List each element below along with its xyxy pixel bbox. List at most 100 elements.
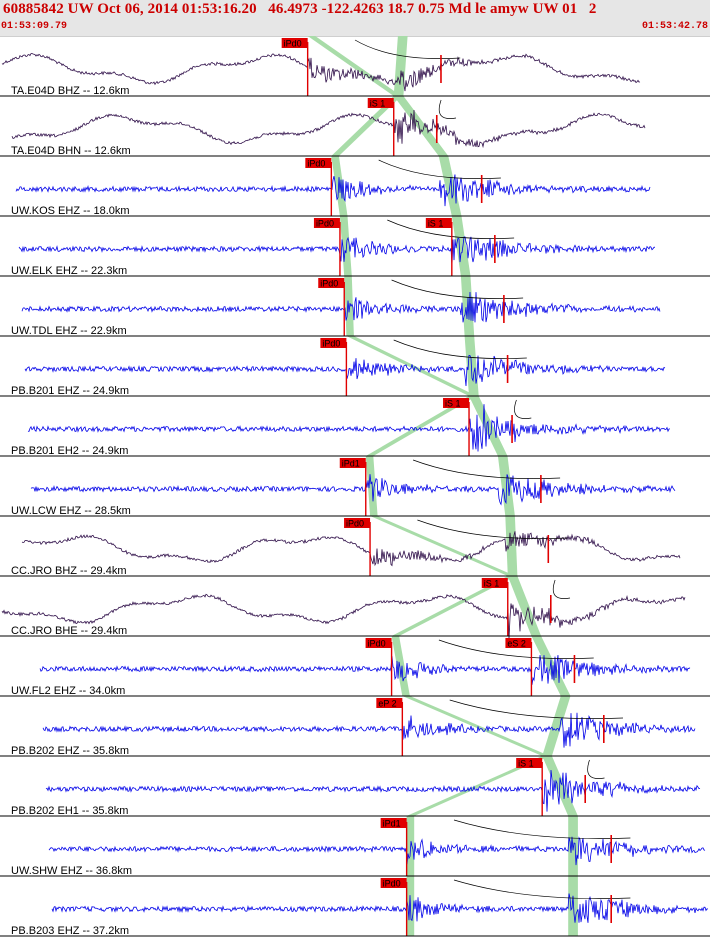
station-label: UW.TDL EHZ -- 22.9km [11,325,127,337]
pick-flag[interactable] [380,818,407,828]
travel-time-curve [552,579,571,599]
trace-row[interactable]: iPd0 CC.JRO BHZ -- 29.4km [0,518,710,577]
trace-row[interactable]: eP 2 PB.B202 EHZ -- 35.8km [0,698,710,757]
pick-flag[interactable] [339,458,366,468]
pick-flag[interactable] [313,218,340,228]
pick-flag[interactable] [505,638,532,648]
trace-row[interactable]: iPd0 eS 2 UW.FL2 EHZ -- 34.0km [0,638,710,697]
pick-label: iS 1 [445,399,461,409]
trace-row[interactable]: iS 1 PB.B201 EH2 -- 24.9km [0,398,710,457]
pick-flag[interactable] [367,98,394,108]
station-label: CC.JRO BHE -- 29.4km [11,625,127,637]
trace-row[interactable]: iS 1 CC.JRO BHE -- 29.4km [0,578,710,640]
station-label: UW.FL2 EHZ -- 34.0km [11,685,125,697]
travel-time-curve [393,339,527,359]
pick-label: iPd1 [383,819,401,829]
waveform [24,354,666,387]
trace-row[interactable]: iPd0 iS 1 UW.ELK EHZ -- 22.3km [0,218,710,277]
travel-time-curve [412,459,561,479]
station-label: UW.LCW EHZ -- 28.5km [11,505,131,517]
travel-time-curve [453,819,631,839]
travel-time-curve [514,399,532,419]
pick-label: iS 1 [428,219,444,229]
pick-label: iPd0 [316,219,334,229]
travel-time-curve [417,519,568,539]
pick-flag[interactable] [516,758,543,768]
pick-flag[interactable] [380,878,407,888]
station-label: TA.E04D BHZ -- 12.6km [11,85,129,97]
waveform [30,474,676,506]
station-label: PB.B203 EHZ -- 37.2km [11,925,129,937]
pick-flag[interactable] [320,338,347,348]
travel-time-curve [391,279,524,299]
travel-time-curve [587,759,605,779]
travel-time-curve [453,879,631,899]
waveform [48,836,706,866]
time-end: 01:53:42.78 [641,21,708,32]
trace-row[interactable]: iS 1 TA.E04D BHN -- 12.6km [0,98,710,157]
pick-label: iS 1 [518,759,534,769]
travel-time-curve [387,219,515,239]
waveform [45,769,701,812]
travel-time-curve [449,699,624,719]
travel-time-curve [438,639,594,659]
pick-flag[interactable] [481,578,508,588]
pick-label: iPd0 [284,39,302,49]
station-label: PB.B202 EH1 -- 35.8km [11,805,128,817]
pick-flag[interactable] [281,38,308,48]
trace-row[interactable]: iPd0 TA.E04D BHZ -- 12.6km [0,38,710,97]
station-label: UW.KOS EHZ -- 18.0km [11,205,130,217]
trace-row[interactable]: iPd1 UW.LCW EHZ -- 28.5km [0,458,710,517]
pick-flag[interactable] [305,158,332,168]
pick-flag[interactable] [425,218,452,228]
trace-row[interactable]: iPd0 UW.KOS EHZ -- 18.0km [0,158,710,217]
pick-label: iPd0 [368,639,386,649]
pick-label: iS 1 [484,579,500,589]
waveform [27,404,671,452]
pick-flag[interactable] [318,278,345,288]
travel-time-curve [378,159,501,179]
trace-row[interactable]: iS 1 PB.B202 EH1 -- 35.8km [0,758,710,817]
pick-flag[interactable] [376,698,403,708]
station-label: PB.B202 EHZ -- 35.8km [11,745,129,757]
travel-time-curve [438,99,457,119]
pick-label: iS 1 [370,99,386,109]
station-label: PB.B201 EHZ -- 24.9km [11,385,129,397]
waveform [39,655,691,685]
trace-row[interactable]: iPd0 UW.TDL EHZ -- 22.9km [0,278,710,337]
pick-label: iPd1 [342,459,360,469]
station-label: PB.B201 EH2 -- 24.9km [11,445,128,457]
waveform [51,893,709,923]
waveform [21,291,661,323]
pick-label: iPd0 [307,159,325,169]
trace-row[interactable]: iPd0 PB.B201 EHZ -- 24.9km [0,338,710,397]
pick-label: iPd0 [320,279,338,289]
pick-label: iPd0 [346,519,364,529]
station-label: TA.E04D BHN -- 12.6km [11,145,131,157]
pick-flag[interactable] [344,518,371,528]
station-label: CC.JRO BHZ -- 29.4km [11,565,127,577]
pick-label: eP 2 [378,699,396,709]
waveform [1,53,641,92]
pick-label: iPd0 [383,879,401,889]
trace-row[interactable]: iPd1 UW.SHW EHZ -- 36.8km [0,818,710,877]
pick-flag[interactable] [443,398,470,408]
pick-label: iPd0 [322,339,340,349]
pick-label: eS 2 [507,639,526,649]
station-label: UW.ELK EHZ -- 22.3km [11,265,127,277]
waveform [18,236,656,266]
phase-windows [307,36,578,936]
station-label: UW.SHW EHZ -- 36.8km [11,865,132,877]
waveform [11,109,646,149]
time-start: 01:53:09.79 [1,21,68,32]
seismogram-panel[interactable]: iPd0 TA.E04D BHZ -- 12.6km iS 1 TA.E04D BHN… [0,36,710,938]
travel-time-curve [354,39,461,59]
pick-flag[interactable] [365,638,392,648]
waveform [21,531,681,567]
event-header: 60885842 UW Oct 06, 2014 01:53:16.20 46.… [0,0,710,37]
waveform [15,174,651,207]
waveform [42,712,696,748]
trace-row[interactable]: iPd0 PB.B203 EHZ -- 37.2km [0,878,710,937]
event-title: 60885842 UW Oct 06, 2014 01:53:16.20 46.… [3,1,597,17]
waveform [1,593,686,640]
